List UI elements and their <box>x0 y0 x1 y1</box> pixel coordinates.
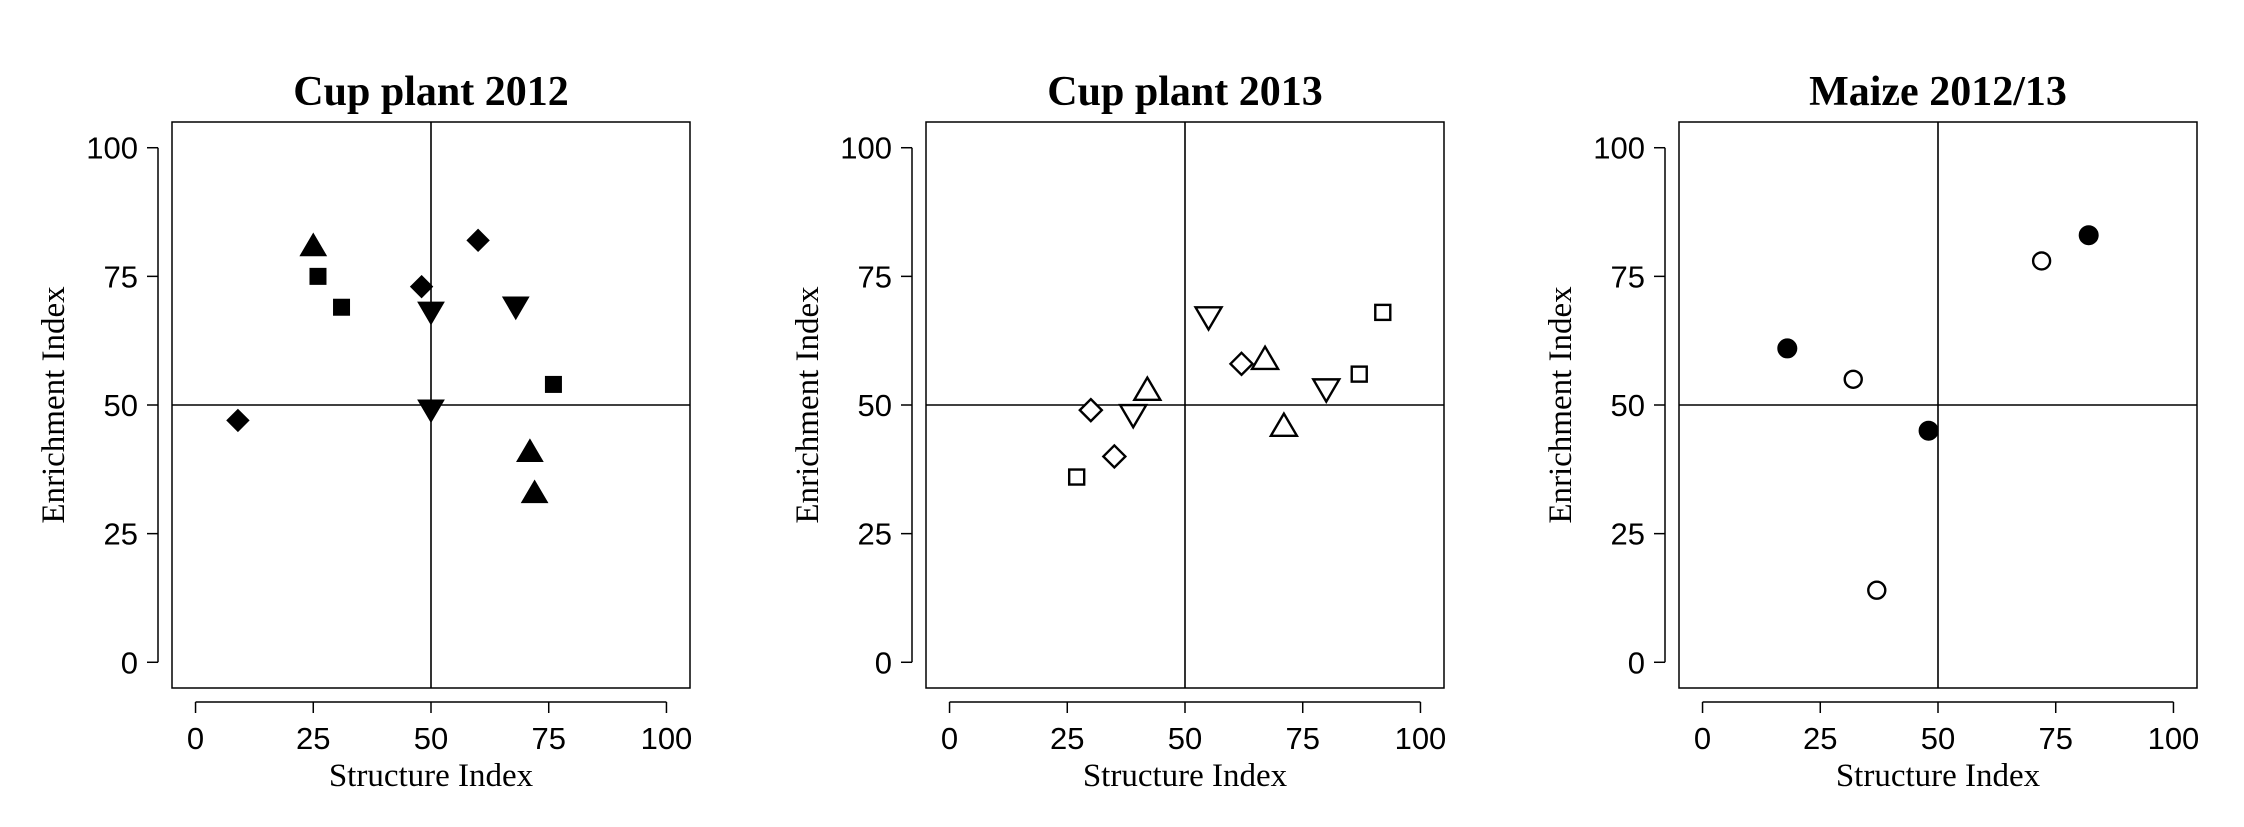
data-point-triangle-up <box>520 479 549 504</box>
data-point-circle <box>1867 580 1887 600</box>
chart-title: Cup plant 2013 <box>1047 69 1322 115</box>
y-tick-label: 0 <box>875 645 892 680</box>
y-tick-label: 100 <box>1593 131 1645 166</box>
x-tick-label: 25 <box>1803 721 1837 756</box>
data-point-diamond <box>1078 397 1104 423</box>
data-point-square <box>309 267 327 285</box>
x-axis-label: Structure Index <box>329 758 534 794</box>
chart-panel-cup-plant-2013: Cup plant 2013 Structure Index Enrichmen… <box>790 69 1446 794</box>
data-point-circle <box>1777 338 1798 359</box>
y-tick-label: 0 <box>1628 645 1645 680</box>
data-point-diamond <box>1228 351 1255 377</box>
x-axis-label: Structure Index <box>1836 758 2041 794</box>
x-tick-label: 50 <box>414 721 448 756</box>
y-tick-label: 75 <box>1611 259 1645 294</box>
data-point-square <box>1067 468 1086 486</box>
data-point-square <box>1350 365 1368 383</box>
y-axis-label: Enrichment Index <box>790 286 826 524</box>
x-tick-label: 0 <box>187 721 204 756</box>
data-point-circle <box>2031 251 2052 271</box>
x-tick-label: 100 <box>1395 721 1447 756</box>
y-axis-label: Enrichment Index <box>36 286 72 524</box>
x-tick-label: 25 <box>296 721 330 756</box>
x-tick-label: 0 <box>941 721 958 756</box>
x-tick-label: 75 <box>2038 721 2072 756</box>
y-tick-label: 75 <box>858 259 892 294</box>
data-point-diamond <box>1101 443 1128 470</box>
x-tick-label: 0 <box>1694 721 1711 756</box>
y-tick-label: 25 <box>104 517 138 552</box>
y-tick-label: 50 <box>104 388 138 423</box>
x-tick-label: 100 <box>641 721 693 756</box>
data-point-triangle-down <box>501 296 530 321</box>
y-tick-label: 25 <box>858 517 892 552</box>
data-point-triangle-up <box>516 438 544 463</box>
data-point-circle <box>1918 420 1939 441</box>
chart-panel-cup-plant-2012: Cup plant 2012 Structure Index Enrichmen… <box>36 69 692 794</box>
data-point-square <box>1374 303 1392 322</box>
x-tick-label: 75 <box>1285 721 1319 756</box>
x-tick-label: 100 <box>2148 721 2200 756</box>
data-point-diamond <box>409 274 434 299</box>
data-point-triangle-down <box>417 399 445 424</box>
chart-panel-maize-2012-13: Maize 2012/13 Structure Index Enrichment… <box>1543 69 2199 794</box>
x-tick-label: 50 <box>1168 721 1202 756</box>
y-tick-label: 100 <box>840 131 892 166</box>
data-point-triangle-down <box>1118 403 1149 430</box>
y-tick-label: 50 <box>1611 388 1645 423</box>
x-tick-label: 50 <box>1921 721 1955 756</box>
chart-title: Maize 2012/13 <box>1809 69 2067 115</box>
x-tick-label: 75 <box>531 721 565 756</box>
chart-title: Cup plant 2012 <box>293 69 568 115</box>
data-point-triangle-down <box>1311 378 1342 404</box>
y-tick-label: 0 <box>121 645 138 680</box>
data-point-diamond <box>466 228 490 253</box>
y-tick-label: 50 <box>858 388 892 423</box>
data-point-triangle-up <box>1132 375 1163 401</box>
data-point-triangle-down <box>417 301 445 326</box>
data-point-circle <box>1843 369 1863 389</box>
y-axis-label: Enrichment Index <box>1543 286 1579 524</box>
y-tick-label: 25 <box>1611 517 1645 552</box>
x-axis-label: Structure Index <box>1083 758 1288 794</box>
data-point-square <box>544 375 562 393</box>
data-point-triangle-up <box>1268 411 1299 437</box>
y-tick-label: 75 <box>104 259 138 294</box>
y-tick-label: 100 <box>86 131 138 166</box>
data-point-diamond <box>226 408 250 433</box>
data-point-triangle-up <box>299 232 328 257</box>
data-point-triangle-up <box>1249 344 1281 371</box>
x-tick-label: 25 <box>1050 721 1084 756</box>
data-point-square <box>333 298 351 316</box>
data-point-circle <box>2078 225 2099 246</box>
data-point-triangle-down <box>1193 306 1224 332</box>
